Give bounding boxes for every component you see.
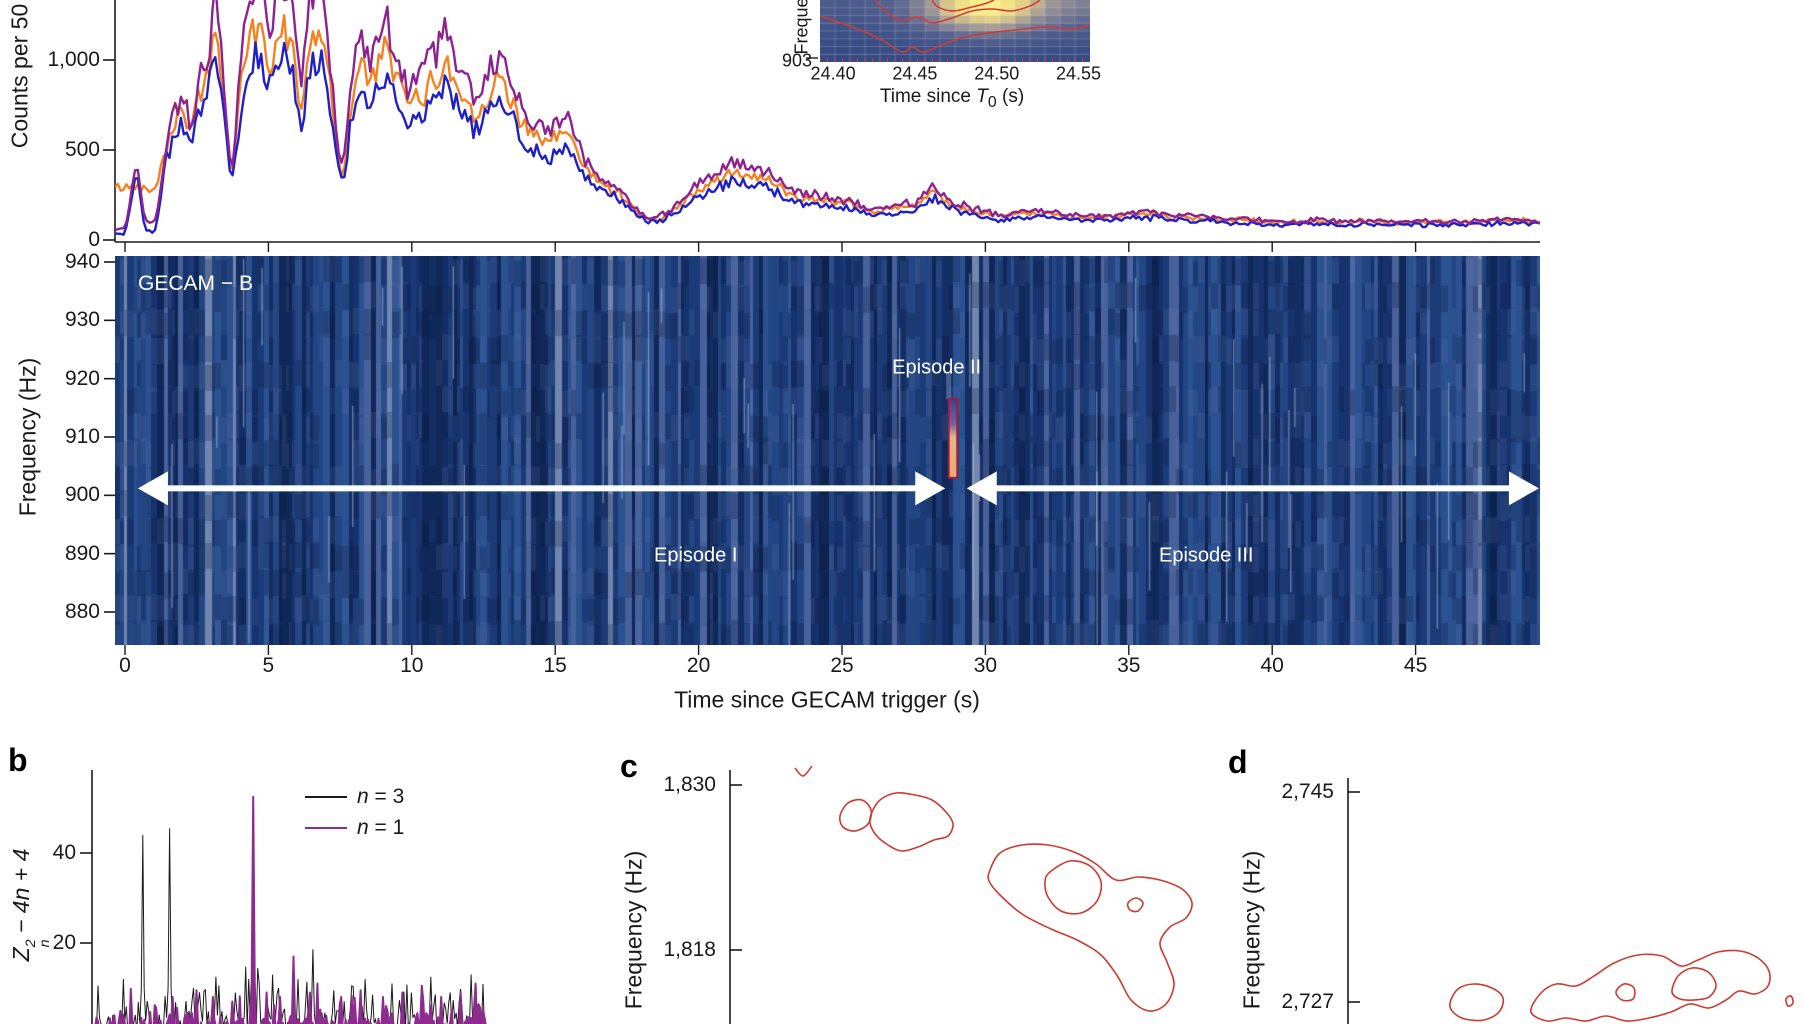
spectrogram-xtick-0: 0 <box>119 654 131 677</box>
instrument-label: GECAM − B <box>138 272 253 295</box>
episode-3-arrow-shaft <box>990 485 1515 492</box>
panel_c-contour-2 <box>987 843 1193 1012</box>
burst-halo <box>946 373 952 400</box>
panel-d-ytick-2745: 2,745 <box>1281 780 1334 803</box>
spectrogram-ytick-920: 920 <box>64 366 100 390</box>
episode-1-arrow-left-head <box>137 471 168 506</box>
panel-c-letter: c <box>620 748 638 784</box>
panel_c-contour-1 <box>868 792 954 852</box>
panel_c-contour-0 <box>838 798 873 832</box>
legend-line-n3 <box>305 796 347 798</box>
spectrogram-xtick-5: 5 <box>262 654 275 677</box>
panel_c-open-contour-0 <box>794 765 813 777</box>
spectrogram-xtick-45: 45 <box>1403 654 1428 677</box>
episode-3-label: Episode III <box>1158 544 1254 567</box>
episode-1-label: Episode I <box>654 544 738 567</box>
lightcurve-ytick-500: 500 <box>64 138 100 161</box>
panel-c-ytick-1830: 1,830 <box>663 773 716 796</box>
inset-xtick-24.50: 24.50 <box>974 63 1020 84</box>
inset-ytick-label: 903 <box>781 50 812 71</box>
panel-d-ytick-2727: 2,727 <box>1281 990 1334 1013</box>
gecam-spectrogram-image <box>115 256 1540 645</box>
legend-label-n3: n = 3 <box>357 785 405 808</box>
spectrogram-ytick-940: 940 <box>64 250 100 273</box>
inset-contour-2 <box>931 0 995 12</box>
axes-layer <box>80 0 1540 1024</box>
spectrogram-xtick-30: 30 <box>973 654 998 677</box>
panel_d-contour-3 <box>1671 967 1717 1001</box>
panel-d-letter: d <box>1228 744 1248 780</box>
lightcurve-ylabel: Counts per 50 <box>6 3 33 149</box>
spectrogram-ytick-910: 910 <box>64 424 100 448</box>
contour-layer <box>794 765 1794 1022</box>
panel_c-contour-4 <box>1126 897 1144 913</box>
panel_d-contour-1 <box>1530 949 1771 1022</box>
spectrogram-xtick-10: 10 <box>400 654 424 677</box>
panel-c-ytick-1818: 1,818 <box>663 938 716 961</box>
spectrogram-xlabel: Time since GECAM trigger (s) <box>674 686 980 713</box>
spectrogram-xtick-40: 40 <box>1260 654 1284 677</box>
spectrogram-ytick-890: 890 <box>64 541 100 565</box>
episode-1-arrow-shaft <box>161 485 922 492</box>
panel-c-ylabel: Frequency (Hz) <box>620 850 647 1010</box>
spectrogram-ytick-930: 930 <box>64 308 100 332</box>
spectrogram-xtick-25: 25 <box>830 654 854 677</box>
episode-3-arrow-right-head <box>1508 471 1539 506</box>
inset-xtick-24.55: 24.55 <box>1056 63 1102 84</box>
inset-ylabel: Freque <box>791 0 812 55</box>
periodogram-ytick-40: 40 <box>52 841 76 864</box>
spectrogram-ytick-900: 900 <box>64 483 100 507</box>
inset-xlabel: Time since T0 (s) <box>879 86 1025 111</box>
inset-contour-svg <box>820 0 1090 62</box>
episode-1-arrow-right-head <box>915 471 946 506</box>
periodogram-layer <box>94 795 487 1024</box>
episode-3-arrow-left-head <box>966 471 997 506</box>
inset-xtick-24.45: 24.45 <box>892 63 938 84</box>
panel-b-letter: b <box>8 742 28 778</box>
lightcurve-ytick-0: 0 <box>88 228 100 251</box>
lightcurve-layer <box>115 0 1540 236</box>
panel_d-contour-4 <box>1785 995 1794 1007</box>
inset-xtick-24.40: 24.40 <box>810 63 856 84</box>
spectrogram-xtick-20: 20 <box>686 654 711 677</box>
periodogram-ytick-20: 20 <box>52 931 76 954</box>
periodogram-series-n1 <box>94 795 487 1024</box>
spectrogram-xtick-15: 15 <box>543 654 567 677</box>
spectrogram-annotations <box>137 373 1539 506</box>
episode-2-label: Episode II <box>892 356 982 379</box>
lightcurve-detector-purple <box>115 0 1540 232</box>
spectrogram-ytick-880: 880 <box>64 599 100 623</box>
panel_c-contour-3 <box>1044 859 1103 915</box>
inset-contour-1 <box>874 0 1041 24</box>
legend-label-n1: n = 1 <box>357 816 405 839</box>
spectrogram-ylabel: Frequency (Hz) <box>14 357 41 517</box>
panel-d-ylabel: Frequency (Hz) <box>1238 850 1265 1010</box>
periodogram-series-n3 <box>96 828 485 1024</box>
panel_d-contour-2 <box>1615 983 1636 1002</box>
panel_d-contour-0 <box>1448 983 1505 1022</box>
spectrogram-xtick-35: 35 <box>1117 654 1141 677</box>
qpo-burst-feature <box>947 398 959 479</box>
inset-contour-0 <box>820 15 1090 53</box>
lightcurve-ytick-1000: 1,000 <box>47 48 100 71</box>
legend-line-n1 <box>305 827 347 829</box>
